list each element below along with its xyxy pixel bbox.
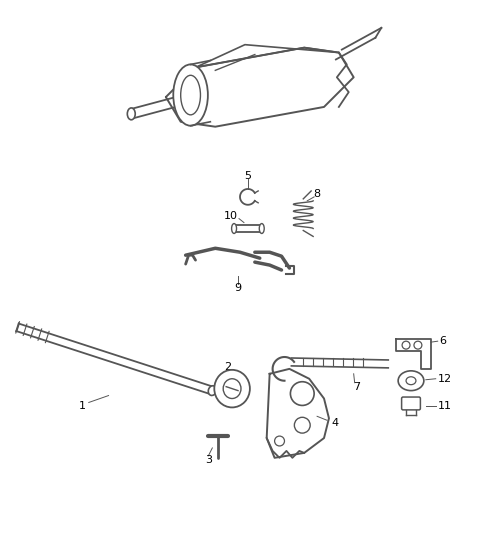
Text: 6: 6 (439, 336, 446, 346)
Ellipse shape (223, 379, 241, 399)
Text: 5: 5 (244, 171, 252, 181)
FancyBboxPatch shape (402, 397, 420, 410)
Ellipse shape (127, 108, 135, 120)
Circle shape (275, 436, 285, 446)
Text: 7: 7 (353, 382, 360, 392)
Text: 12: 12 (438, 374, 452, 384)
Text: 10: 10 (224, 211, 238, 221)
Text: 4: 4 (331, 418, 338, 428)
Ellipse shape (214, 370, 250, 407)
Text: 11: 11 (438, 401, 452, 411)
Text: 8: 8 (313, 189, 321, 199)
Circle shape (294, 417, 310, 433)
Circle shape (402, 341, 410, 349)
Ellipse shape (398, 371, 424, 391)
Ellipse shape (208, 386, 216, 395)
Ellipse shape (231, 224, 237, 233)
Circle shape (414, 341, 422, 349)
Ellipse shape (406, 377, 416, 385)
Circle shape (290, 382, 314, 405)
Text: 2: 2 (225, 362, 232, 372)
Ellipse shape (259, 224, 264, 233)
Ellipse shape (173, 64, 208, 126)
Ellipse shape (180, 75, 201, 115)
Text: 9: 9 (234, 283, 241, 293)
Text: 3: 3 (205, 455, 212, 465)
Text: 1: 1 (78, 401, 85, 411)
